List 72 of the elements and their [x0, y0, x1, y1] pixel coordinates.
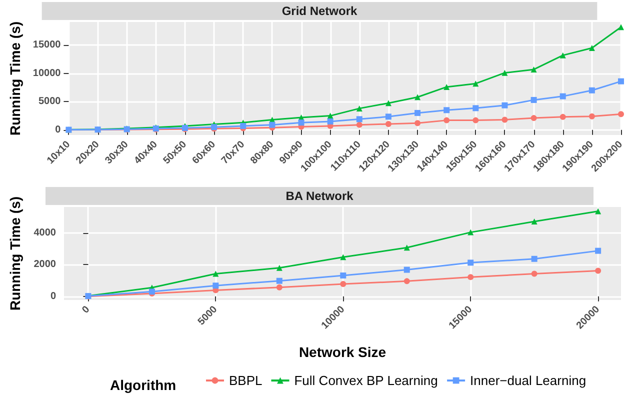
- point: [531, 256, 538, 262]
- point: [444, 117, 450, 124]
- point: [531, 270, 538, 277]
- point: [340, 254, 346, 260]
- point: [531, 218, 538, 225]
- point: [530, 66, 537, 72]
- point: [404, 266, 410, 273]
- point: [560, 114, 566, 120]
- x-tick-label: 0: [80, 304, 92, 316]
- point: [472, 105, 479, 112]
- point: [588, 87, 595, 94]
- point: [356, 116, 362, 122]
- y-tick-label: 2000: [34, 259, 56, 270]
- legend-label: Full Convex BP Learning: [294, 373, 438, 388]
- point: [502, 70, 508, 76]
- point: [618, 78, 624, 84]
- y-axis-title: Running Time (s): [7, 21, 23, 136]
- point: [530, 115, 537, 122]
- chart-title: BA Network: [286, 189, 354, 203]
- point: [385, 114, 392, 120]
- point: [502, 102, 508, 108]
- point: [212, 282, 219, 289]
- point: [340, 272, 346, 278]
- legend-title: Algorithm: [110, 377, 176, 393]
- point: [356, 105, 362, 112]
- point: [472, 117, 479, 124]
- point: [212, 270, 219, 277]
- point: [356, 122, 362, 128]
- point: [340, 281, 346, 288]
- point: [444, 107, 450, 114]
- legend-label: BBPL: [229, 373, 262, 388]
- y-tick-label: 5000: [38, 96, 62, 108]
- point: [595, 208, 602, 214]
- point: [269, 122, 276, 128]
- point: [327, 118, 334, 124]
- point: [618, 24, 624, 30]
- point: [468, 274, 474, 280]
- point: [385, 100, 392, 106]
- point: [530, 96, 537, 103]
- legend-label: Inner−dual Learning: [470, 373, 586, 388]
- point: [276, 264, 282, 271]
- point: [588, 113, 595, 120]
- point: [595, 248, 602, 254]
- point: [414, 110, 421, 116]
- point: [618, 111, 624, 118]
- y-tick-label: 15000: [32, 40, 62, 51]
- point: [276, 278, 282, 284]
- point: [472, 80, 479, 87]
- chart-title: Grid Network: [282, 4, 358, 18]
- point: [468, 229, 474, 236]
- point: [414, 94, 421, 100]
- point: [560, 93, 566, 100]
- point: [595, 268, 602, 274]
- y-tick-label: 0: [50, 290, 56, 302]
- point: [276, 284, 282, 290]
- y-tick-label: 4000: [34, 228, 56, 239]
- y-tick-label: 10000: [32, 68, 62, 79]
- point: [560, 52, 566, 58]
- y-tick-label: 0: [55, 124, 62, 136]
- point: [588, 44, 595, 51]
- point: [502, 116, 508, 123]
- point: [468, 260, 474, 266]
- point: [444, 84, 450, 90]
- point: [404, 278, 410, 284]
- point: [414, 120, 421, 126]
- y-axis-title: Running Time (s): [7, 196, 23, 311]
- point: [385, 120, 392, 127]
- point: [240, 122, 246, 129]
- point: [327, 112, 334, 119]
- point: [298, 120, 304, 126]
- point: [404, 244, 410, 251]
- x-axis-title: Network Size: [298, 344, 386, 360]
